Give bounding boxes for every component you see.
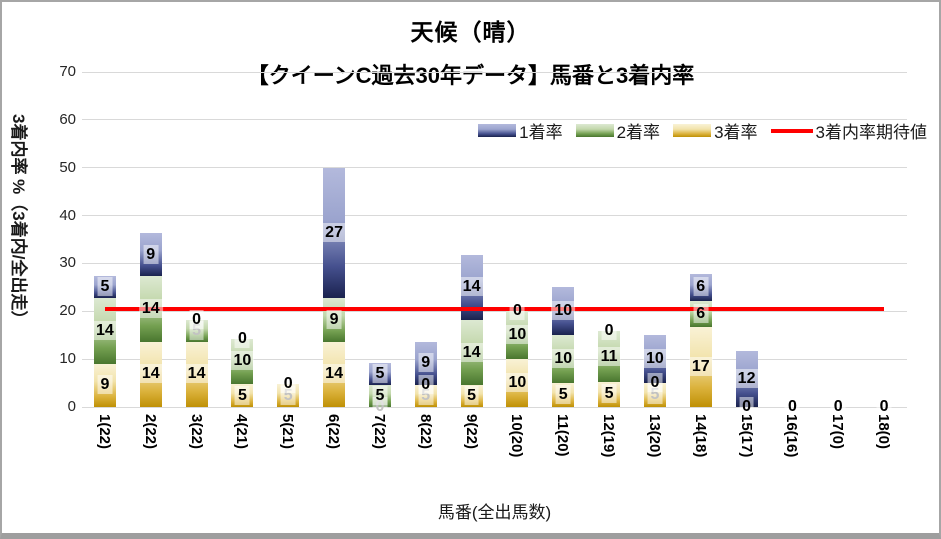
x-axis-tick-label: 7(22) (370, 414, 388, 450)
data-label-3着率: 14 (138, 364, 163, 383)
chart-title: 天候（晴） (410, 19, 531, 45)
data-label-1着率: 9 (143, 245, 159, 264)
legend-label: 1着率 (519, 123, 563, 142)
x-axis-tick-label: 16(16) (783, 414, 801, 458)
expected-rate-line (104, 307, 885, 312)
x-axis-tick-label: 10(20) (508, 414, 526, 458)
legend-label: 3着率 (714, 123, 758, 142)
data-label-2着率: 14 (459, 343, 484, 362)
gridline (82, 262, 907, 264)
data-label-2着率: 6 (693, 304, 709, 323)
data-label-1着率: 0 (601, 321, 617, 340)
data-label-2着率: 10 (230, 351, 255, 370)
data-label-3着率: 0 (876, 397, 892, 416)
x-axis-tick-label: 9(22) (462, 414, 480, 450)
data-label-1着率: 12 (734, 369, 759, 388)
data-label-3着率: 5 (601, 384, 617, 403)
gridline (82, 119, 907, 121)
legend-item: 1着率 (478, 118, 563, 143)
data-label-3着率: 0 (830, 397, 846, 416)
data-label-3着率: 5 (555, 385, 571, 404)
data-label-2着率: 0 (418, 375, 434, 394)
data-label-3着率: 5 (234, 386, 250, 405)
legend-item: 2着率 (575, 118, 661, 143)
y-axis-tick-label: 20 (59, 302, 76, 320)
x-axis-tick-label: 18(0) (875, 414, 893, 450)
x-axis-tick-label: 12(19) (600, 414, 618, 458)
x-axis-tick-label: 17(0) (829, 414, 847, 450)
legend-label: 2着率 (616, 123, 661, 142)
data-label-1着率: 9 (418, 353, 434, 372)
legend: 1着率 2着率 3着率 3着内率期待値 (478, 118, 927, 143)
data-label-3着率: 17 (688, 357, 713, 376)
x-axis-tick-label: 13(20) (645, 414, 663, 458)
data-label-1着率: 0 (189, 310, 205, 329)
x-axis-tick-label: 14(18) (691, 414, 709, 458)
data-label-1着率: 10 (551, 301, 576, 320)
legend-color-key-icon (673, 124, 712, 137)
x-axis-tick-label: 11(20) (554, 414, 572, 457)
x-axis-tick-label: 4(21) (233, 414, 251, 450)
y-axis-tick-label: 30 (59, 254, 76, 272)
x-axis-tick-label: 15(17) (737, 414, 755, 458)
legend-item: 3着内率期待値 (770, 118, 927, 143)
legend-label: 3着内率期待値 (815, 123, 927, 142)
data-label-2着率: 0 (647, 373, 663, 392)
gridline (82, 71, 907, 73)
legend-line-key-icon (770, 128, 813, 133)
gridline (82, 167, 907, 169)
data-label-1着率: 14 (459, 277, 484, 296)
legend-color-key-icon (478, 124, 517, 137)
data-label-3着率: 5 (464, 386, 480, 405)
x-axis-tick-label: 6(22) (325, 414, 343, 450)
data-label-3着率: 10 (505, 373, 530, 392)
data-label-1着率: 6 (693, 277, 709, 296)
legend-color-key-icon (575, 124, 614, 137)
data-label-2着率: 11 (597, 347, 621, 366)
data-label-2着率: 5 (372, 386, 388, 405)
x-axis-tick-label: 8(22) (416, 414, 434, 450)
x-axis-tick-label: 5(21) (279, 414, 297, 450)
data-label-3着率: 0 (739, 397, 755, 416)
gridline (82, 358, 907, 360)
data-label-2着率: 0 (280, 374, 296, 393)
data-label-2着率: 14 (93, 321, 117, 340)
data-label-2着率: 9 (326, 310, 342, 329)
gridline (82, 215, 907, 217)
data-label-1着率: 0 (234, 329, 250, 348)
y-axis-tick-label: 50 (59, 158, 76, 176)
data-label-1着率: 27 (322, 223, 346, 242)
plot-area: 9 14 14 5 5 14 0 5 5 10 5 5 5 17 0 0 0 0 14 14 5 10 0 9 5 0 14 10 10… (82, 71, 907, 416)
data-label-3着率: 14 (322, 364, 346, 383)
data-label-1着率: 5 (97, 277, 113, 296)
data-label-3着率: 9 (97, 375, 113, 394)
data-label-2着率: 14 (138, 299, 163, 318)
data-label-2着率: 10 (505, 325, 530, 344)
x-axis-tick-label: 3(22) (187, 414, 205, 450)
data-label-1着率: 0 (509, 301, 525, 320)
x-axis-title: 馬番(全出馬数) (437, 503, 552, 522)
x-axis-tick-label: 2(22) (141, 414, 159, 450)
y-axis-tick-label: 70 (59, 63, 76, 80)
data-label-1着率: 5 (372, 364, 388, 383)
y-axis-tick-label: 60 (59, 110, 76, 128)
data-label-1着率: 10 (643, 349, 667, 368)
y-axis-tick-label: 40 (59, 206, 76, 224)
y-axis-tick-label: 10 (59, 350, 76, 368)
data-label-2着率: 10 (551, 349, 576, 368)
legend-item: 3着率 (673, 118, 758, 143)
x-axis-tick-label: 1(22) (95, 414, 113, 450)
chart-subtitle: 【クイーンC過去30年データ】馬番と3着内率 (246, 63, 695, 88)
gridline (82, 406, 907, 408)
data-label-3着率: 0 (784, 397, 800, 416)
y-axis-tick-label: 0 (67, 398, 76, 415)
data-label-3着率: 14 (184, 364, 209, 383)
